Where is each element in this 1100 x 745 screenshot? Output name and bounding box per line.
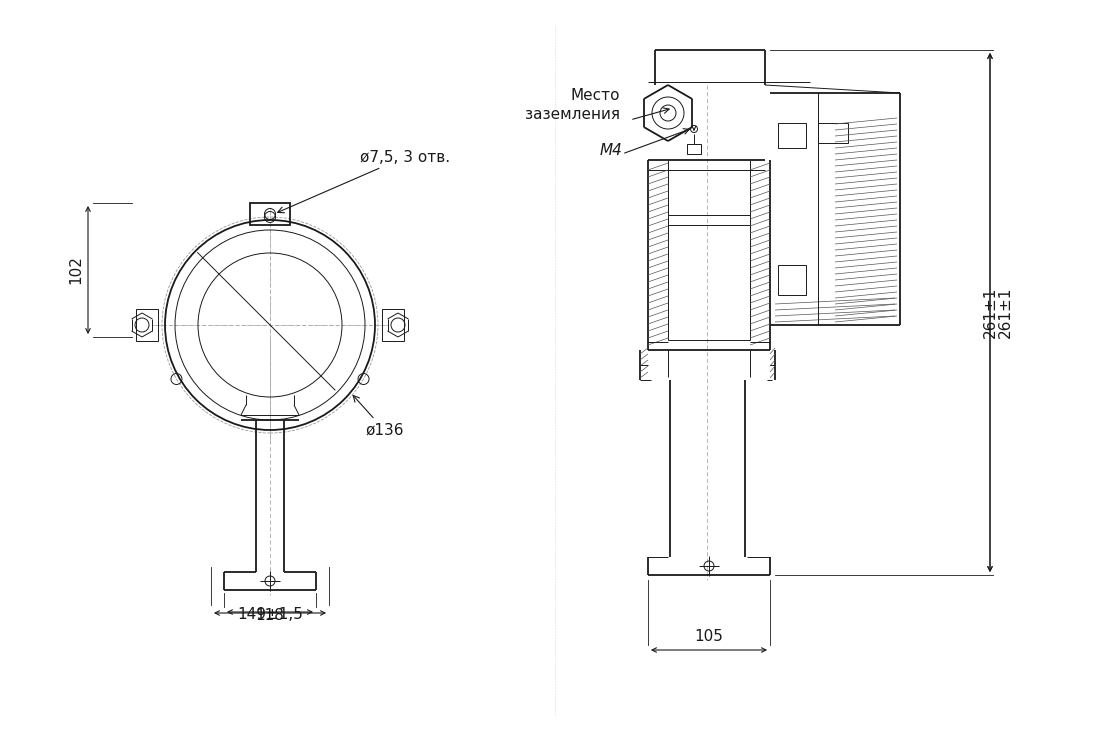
Text: 261±1: 261±1	[983, 287, 998, 338]
Text: 105: 105	[694, 629, 724, 644]
Text: 149±1,5: 149±1,5	[238, 607, 302, 622]
Bar	[688, 144, 701, 154]
Bar	[382, 309, 404, 341]
Text: ø7,5, 3 отв.: ø7,5, 3 отв.	[277, 150, 450, 213]
Bar	[778, 123, 806, 148]
Text: 118: 118	[255, 608, 285, 623]
Bar	[250, 203, 290, 225]
Text: 261±1: 261±1	[998, 287, 1013, 338]
Text: 102: 102	[68, 256, 82, 285]
Bar	[136, 309, 158, 341]
Text: M4: M4	[600, 142, 621, 157]
Bar	[818, 123, 848, 143]
Bar	[778, 265, 806, 295]
Text: Место
заземления: Место заземления	[525, 88, 620, 122]
Text: ø136: ø136	[353, 396, 404, 437]
